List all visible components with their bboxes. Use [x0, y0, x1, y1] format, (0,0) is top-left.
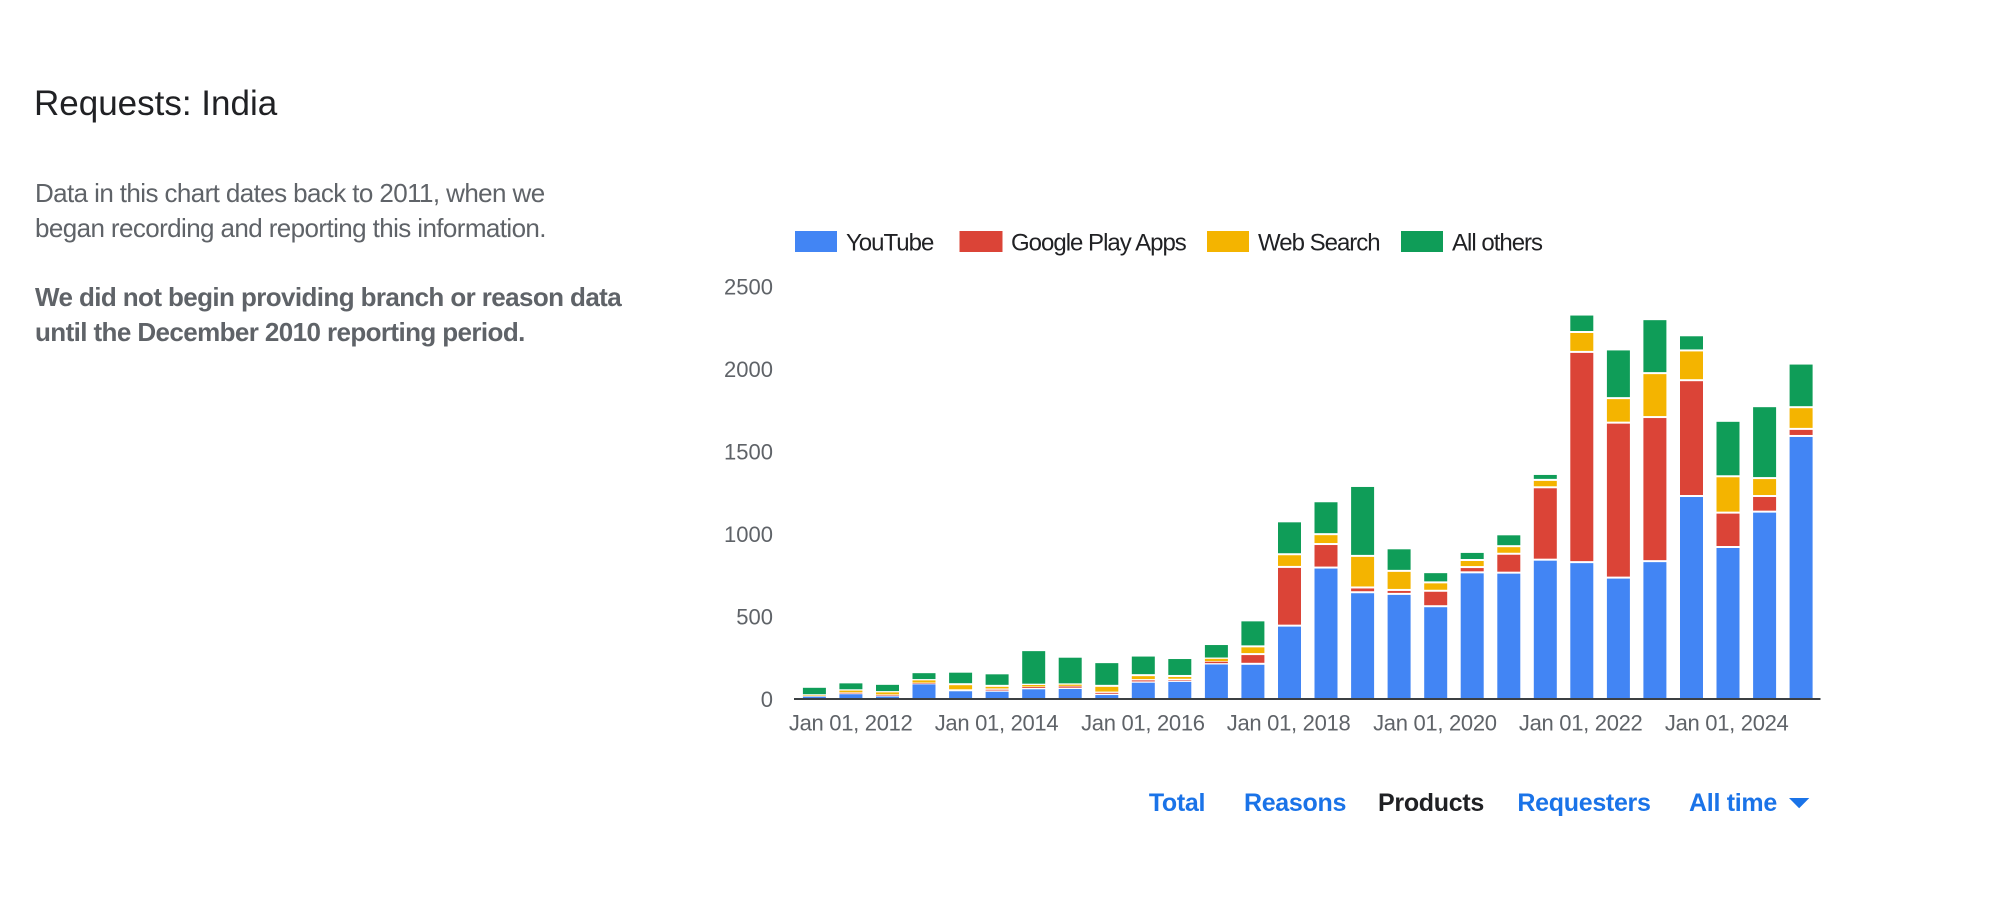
svg-text:0: 0	[761, 687, 773, 712]
svg-text:Google Play Apps: Google Play Apps	[1011, 230, 1187, 257]
svg-text:500: 500	[736, 604, 773, 629]
svg-text:YouTube: YouTube	[846, 230, 934, 257]
svg-text:Jan 01, 2024: Jan 01, 2024	[1665, 711, 1789, 736]
svg-text:1000: 1000	[724, 522, 773, 547]
svg-text:Jan 01, 2018: Jan 01, 2018	[1227, 711, 1351, 736]
svg-text:Jan 01, 2016: Jan 01, 2016	[1081, 711, 1205, 736]
svg-text:1500: 1500	[724, 439, 773, 464]
svg-text:Web Search: Web Search	[1258, 230, 1380, 257]
svg-text:Jan 01, 2014: Jan 01, 2014	[935, 711, 1059, 736]
svg-text:All others: All others	[1452, 230, 1543, 257]
svg-text:2500: 2500	[724, 274, 773, 299]
svg-text:2000: 2000	[724, 357, 773, 382]
svg-text:Jan 01, 2012: Jan 01, 2012	[789, 711, 913, 736]
svg-text:Jan 01, 2020: Jan 01, 2020	[1373, 711, 1497, 736]
svg-text:Jan 01, 2022: Jan 01, 2022	[1519, 711, 1643, 736]
